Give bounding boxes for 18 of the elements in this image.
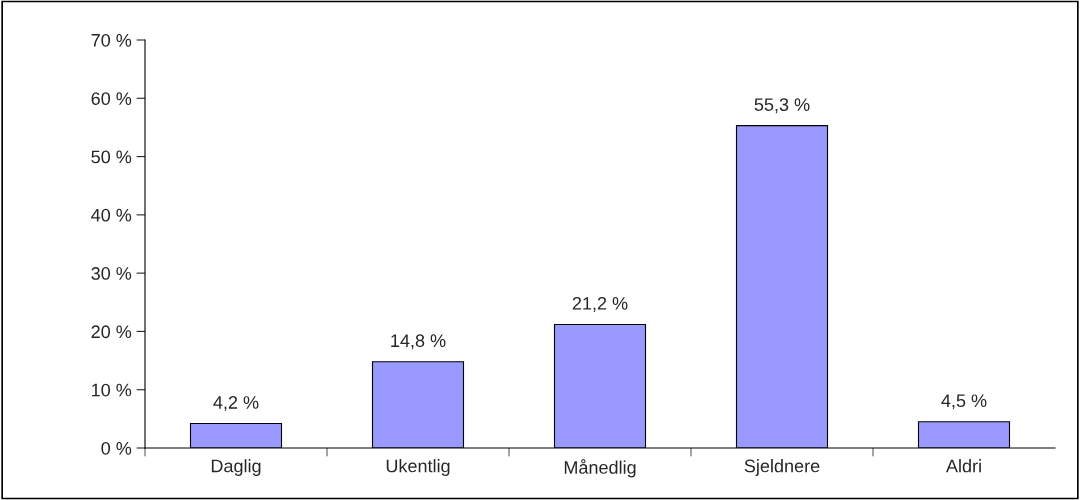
x-tick-label: Månedlig bbox=[564, 459, 636, 478]
data-label: 21,2 % bbox=[572, 296, 628, 312]
y-tick-label: 0 % bbox=[101, 441, 132, 455]
y-tick-label: 30 % bbox=[91, 267, 132, 280]
data-label: 4,2 % bbox=[213, 396, 259, 411]
y-tick-label: 60 % bbox=[91, 92, 132, 106]
y-tick-label: 40 % bbox=[91, 208, 132, 222]
data-label: 14,8 % bbox=[391, 334, 446, 350]
y-tick-label: 70 % bbox=[91, 33, 132, 47]
y-tick-label: 50 % bbox=[91, 150, 132, 164]
x-tick-label: Daglig bbox=[211, 459, 261, 476]
x-tick-label: Sjeldnere bbox=[744, 459, 820, 476]
data-label: 55,3 % bbox=[754, 98, 810, 114]
data-label: 4,5 % bbox=[941, 394, 987, 410]
y-tick-label: 10 % bbox=[92, 383, 132, 397]
x-tick-label: Ukentlig bbox=[386, 459, 450, 476]
x-tick-label: Aldri bbox=[945, 459, 981, 473]
y-tick-label: 20 % bbox=[91, 325, 132, 339]
